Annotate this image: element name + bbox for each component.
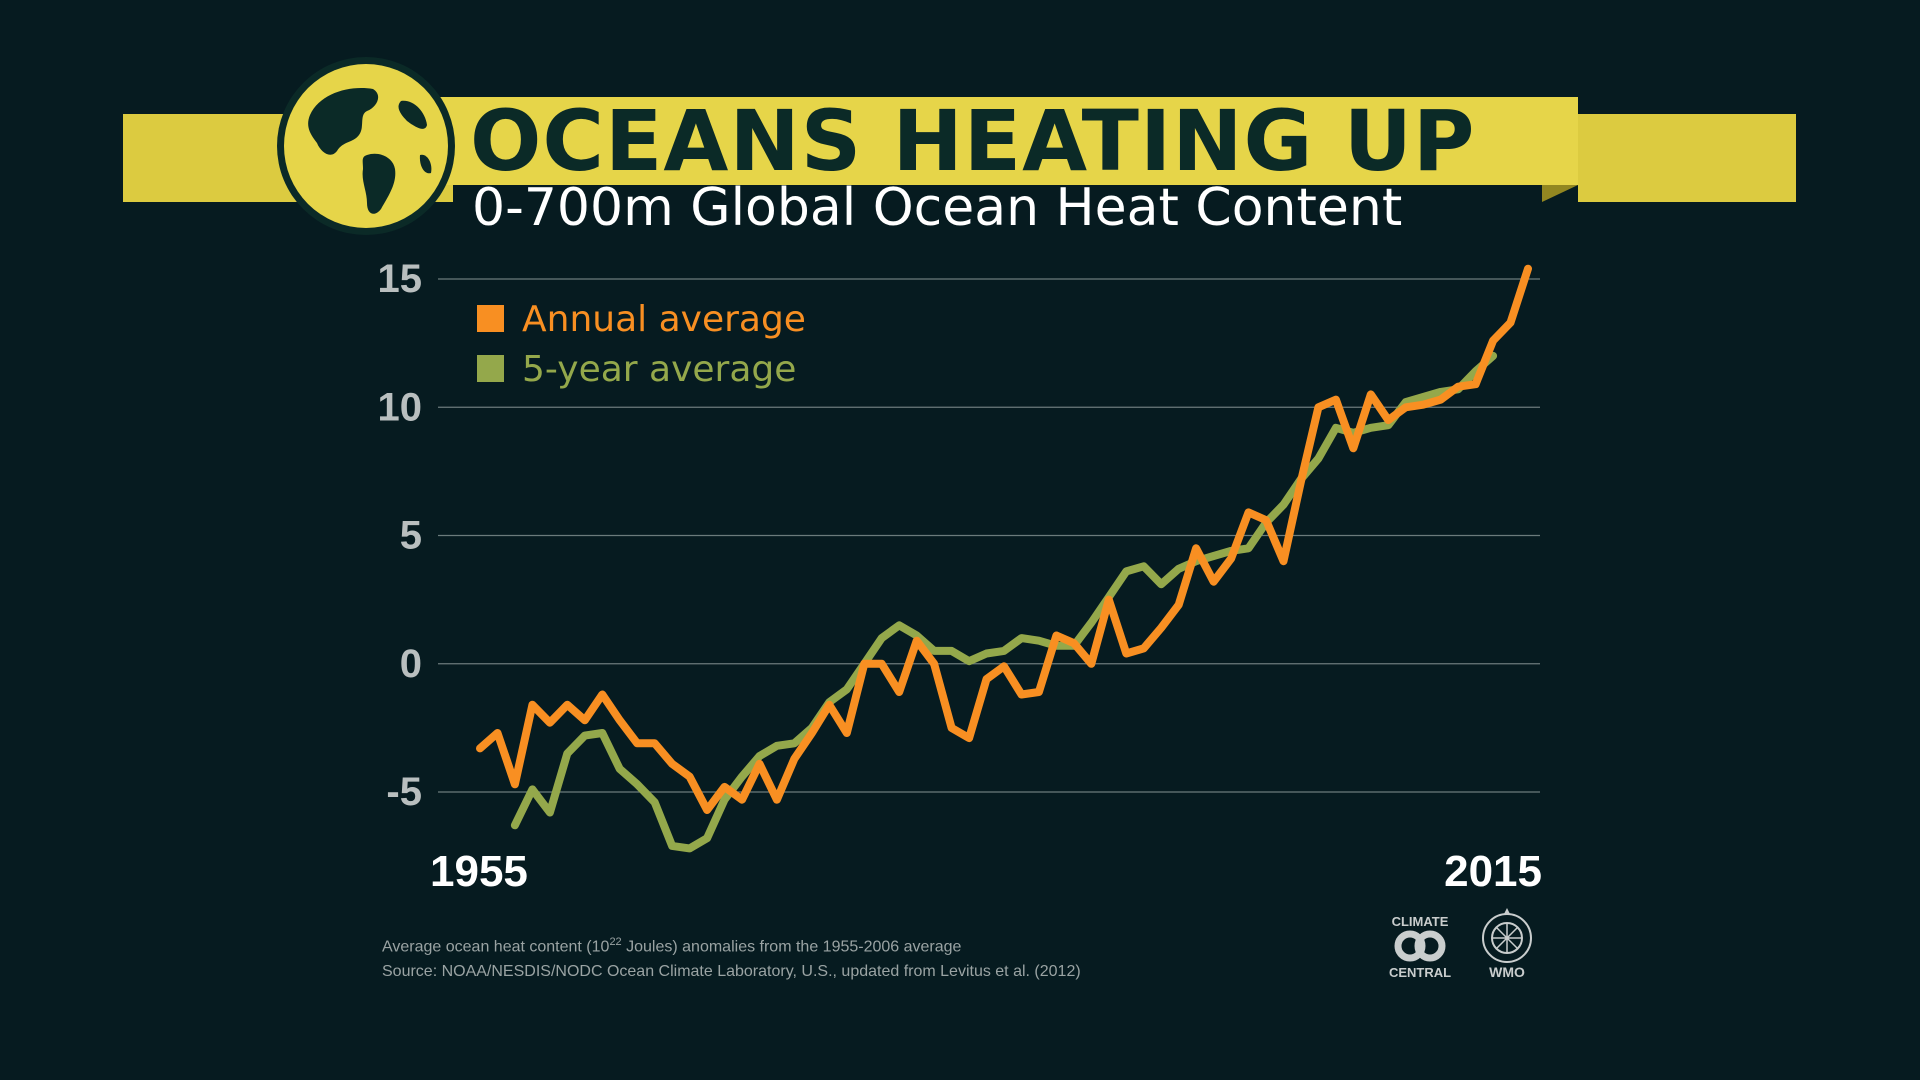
x-tick-label: 1955 bbox=[430, 847, 528, 896]
chart-footnote: Average ocean heat content (1022 Joules)… bbox=[382, 930, 1081, 984]
y-tick-label: 15 bbox=[378, 257, 423, 301]
series-line-5-year-average bbox=[510, 351, 1498, 853]
climate-central-logo: CLIMATE CENTRAL bbox=[1389, 914, 1451, 980]
y-tick-label: 5 bbox=[400, 514, 422, 558]
climate-central-top-text: CLIMATE bbox=[1392, 914, 1449, 929]
chart-subtitle: 0-700m Global Ocean Heat Content bbox=[472, 178, 1403, 238]
title-banner bbox=[430, 97, 1578, 185]
units-note-prefix: Average ocean heat content (10 bbox=[382, 938, 610, 956]
x-axis-ticks: 1955 2015 bbox=[430, 847, 1542, 896]
units-note: Average ocean heat content (1022 Joules)… bbox=[382, 930, 1081, 959]
partner-logos: CLIMATE CENTRAL WMO bbox=[1389, 908, 1532, 980]
source-note: Source: NOAA/NESDIS/NODC Ocean Climate L… bbox=[382, 963, 1081, 981]
series-line-annual-average bbox=[476, 264, 1532, 814]
globe-icon bbox=[277, 57, 455, 235]
y-tick-label: 0 bbox=[400, 642, 422, 686]
legend-swatch bbox=[477, 355, 504, 382]
series-layer bbox=[476, 264, 1532, 853]
x-tick-label: 2015 bbox=[1444, 847, 1542, 896]
wmo-text: WMO bbox=[1489, 964, 1525, 980]
units-note-suffix: Joules) anomalies from the 1955-2006 ave… bbox=[621, 938, 962, 956]
page-title: OCEANS HEATING UP bbox=[470, 92, 1476, 190]
banner-fold bbox=[1542, 185, 1578, 202]
legend-label: Annual average bbox=[522, 299, 806, 340]
legend: Annual average 5-year average bbox=[477, 299, 806, 390]
wmo-logo: WMO bbox=[1482, 908, 1532, 980]
units-note-exponent: 22 bbox=[609, 936, 622, 948]
grid-lines bbox=[438, 278, 1540, 793]
legend-swatch bbox=[477, 305, 504, 332]
y-axis-ticks: 15 10 5 0 -5 bbox=[378, 257, 423, 814]
climate-central-bottom-text: CENTRAL bbox=[1389, 965, 1451, 980]
y-tick-label: 10 bbox=[378, 385, 423, 429]
y-tick-label: -5 bbox=[386, 770, 422, 814]
legend-label: 5-year average bbox=[522, 349, 796, 390]
title-banner-right bbox=[1578, 114, 1796, 202]
